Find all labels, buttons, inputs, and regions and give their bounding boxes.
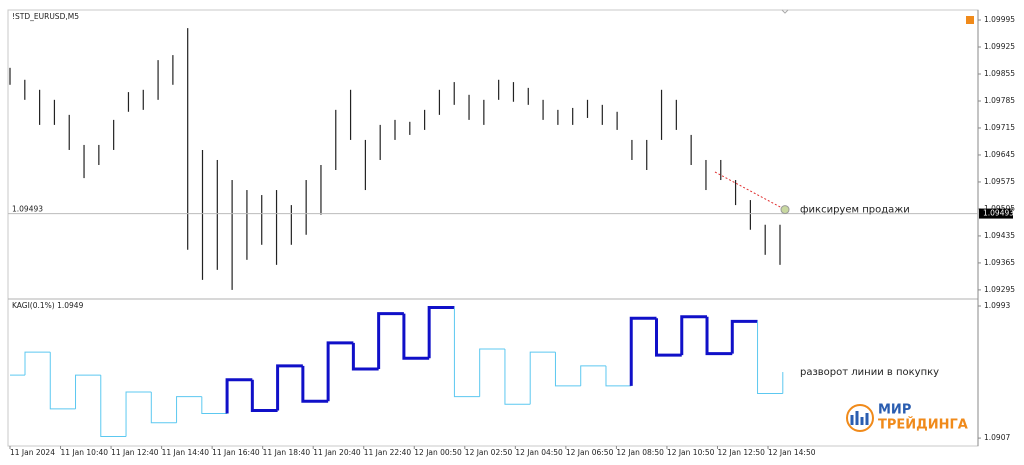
symbol-title: !STD_EURUSD,M5 [12, 12, 79, 21]
kagi-segment [730, 319, 758, 354]
kagi-segment [201, 396, 228, 415]
kagi-segment [580, 365, 606, 386]
y-tick-label: 1.09715 [984, 123, 1015, 132]
kagi-segment [125, 391, 152, 437]
chart-frame [7, 9, 979, 447]
x-tick-label: 12 Jan 04:50 [515, 448, 563, 457]
y-tick-label: 1.09435 [984, 231, 1015, 240]
kagi-segment [100, 375, 127, 438]
x-tick-label: 12 Jan 08:50 [616, 448, 664, 457]
x-tick-label: 11 Jan 16:40 [212, 448, 260, 457]
x-tick-label: 12 Jan 10:50 [667, 448, 715, 457]
x-tick-label: 12 Jan 06:50 [566, 448, 614, 457]
y-tick-label: 1.09995 [984, 15, 1015, 24]
y-tick-label: 1.0907 [984, 433, 1010, 442]
current-price-left: 1.09493 [12, 205, 43, 214]
x-tick-label: 11 Jan 12:40 [111, 448, 159, 457]
kagi-segment [326, 341, 354, 402]
kagi-segment [402, 313, 430, 360]
kagi-title: KAGI(0.1%) 1.0949 [12, 301, 84, 310]
kagi-segment [529, 351, 556, 405]
y-tick-label: 1.09365 [984, 258, 1015, 267]
kagi-segment [554, 352, 581, 387]
x-tick-label: 11 Jan 10:40 [61, 448, 109, 457]
alert-icon[interactable] [966, 16, 974, 24]
kagi-segment [479, 348, 505, 397]
logo-line2: ТРЕЙДИНГА [878, 417, 968, 433]
logo-line1: МИР [878, 403, 911, 418]
kagi-segment [680, 315, 708, 356]
kagi-segment [276, 364, 303, 411]
kagi-segment [250, 379, 278, 412]
current-price-right: 1.09493 [983, 209, 1014, 218]
y-tick-label: 1.0993 [984, 301, 1010, 310]
kagi-segment [504, 348, 531, 405]
kagi-segment [427, 306, 455, 359]
logo: МИР ТРЕЙДИНГА [846, 403, 968, 433]
kagi-segment [655, 318, 682, 357]
x-tick-label: 11 Jan 18:40 [263, 448, 311, 457]
x-tick-label: 11 Jan 20:40 [313, 448, 361, 457]
y-tick-label: 1.09785 [984, 96, 1015, 105]
kagi-segment [629, 316, 657, 386]
y-tick-label: 1.09505 [984, 204, 1015, 213]
close-marker [780, 205, 790, 215]
kagi-segment [377, 312, 404, 369]
x-tick-label: 12 Jan 00:50 [414, 448, 462, 457]
kagi-segment [301, 365, 329, 403]
annotation: разворот линии в покупку [800, 367, 939, 378]
kagi-segment [225, 378, 253, 414]
logo-icon [846, 404, 874, 432]
logo-bars [850, 411, 869, 425]
kagi-segment [605, 365, 632, 387]
kagi-segment [49, 352, 76, 410]
kagi-segment [176, 396, 202, 423]
kagi-segment [24, 351, 51, 376]
y-tick-label: 1.09295 [984, 285, 1015, 294]
current-price-box [979, 208, 1013, 219]
kagi-segment [757, 321, 783, 395]
y-tick-label: 1.09575 [984, 177, 1015, 186]
x-tick-label: 11 Jan 14:40 [162, 448, 210, 457]
annotation: фиксируем продажи [800, 205, 910, 216]
x-tick-label: 12 Jan 12:50 [717, 448, 765, 457]
y-tick-label: 1.09645 [984, 150, 1015, 159]
trend-line [714, 171, 786, 211]
kagi-segment [351, 342, 379, 371]
y-tick-label: 1.09855 [984, 69, 1015, 78]
kagi-segment [150, 392, 177, 424]
scroll-marker [781, 9, 789, 14]
x-tick-label: 11 Jan 2024 [10, 448, 55, 457]
y-tick-label: 1.09925 [984, 42, 1015, 51]
kagi-segment [453, 307, 480, 398]
kagi-segment [75, 374, 101, 409]
x-tick-label: 12 Jan 14:50 [768, 448, 816, 457]
kagi-segment [705, 316, 733, 356]
x-tick-label: 12 Jan 02:50 [465, 448, 513, 457]
x-tick-label: 11 Jan 22:40 [364, 448, 412, 457]
